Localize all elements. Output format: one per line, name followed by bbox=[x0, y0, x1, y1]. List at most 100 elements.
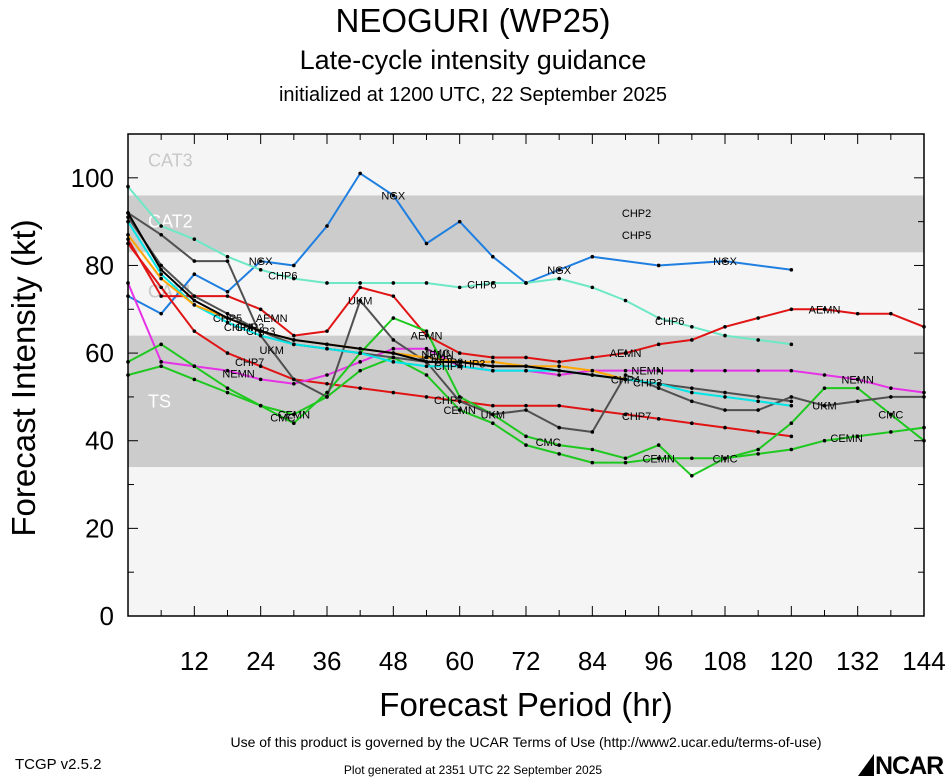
series-point-ukm bbox=[789, 395, 794, 399]
series-point-nemn bbox=[391, 346, 396, 351]
series-point-aemn bbox=[358, 285, 362, 290]
series-point-ngx bbox=[656, 263, 661, 268]
series-label-ukm: UKM bbox=[348, 296, 372, 308]
x-tick-label: 60 bbox=[445, 646, 474, 676]
series-point-cmc bbox=[391, 316, 396, 320]
series-point-cemn bbox=[159, 364, 163, 369]
series-point-chp5 bbox=[192, 303, 197, 307]
series-point-cemn bbox=[457, 408, 462, 412]
series-point-chp7 bbox=[656, 417, 661, 421]
series-label-aemn: AEMN bbox=[610, 348, 642, 360]
band-label-ts: TS bbox=[148, 391, 171, 411]
series-point-chp2 bbox=[623, 377, 628, 382]
series-point-ukm bbox=[292, 377, 296, 382]
series-point-chp6 bbox=[723, 333, 727, 338]
series-point-chp4 bbox=[656, 381, 661, 386]
generated-timestamp: Plot generated at 2351 UTC 22 September … bbox=[343, 763, 603, 777]
series-point-aemn bbox=[491, 355, 495, 360]
series-point-chp5 bbox=[590, 368, 595, 373]
series-point-nemn bbox=[723, 368, 727, 373]
series-point-chp7 bbox=[623, 412, 628, 417]
x-tick-label: 108 bbox=[703, 646, 746, 676]
series-point-ukm bbox=[656, 386, 661, 390]
series-line-ngx bbox=[127, 172, 792, 315]
series-point-chp7 bbox=[789, 434, 794, 439]
series-label-chp4: CHP4 bbox=[224, 322, 253, 334]
series-point-chp2 bbox=[391, 351, 396, 355]
band-label-cat2: CAT2 bbox=[148, 212, 193, 232]
series-point-chp2 bbox=[358, 346, 362, 351]
series-point-chp6 bbox=[789, 342, 794, 347]
series-point-chp7 bbox=[358, 386, 362, 390]
series-point-chp4 bbox=[524, 368, 528, 373]
series-label-cmc: CMC bbox=[425, 348, 450, 360]
series-label-nemn: NEMN bbox=[421, 350, 453, 362]
series-point-chp6 bbox=[192, 237, 197, 241]
series-point-chp7 bbox=[524, 403, 528, 408]
series-label-chp7: CHP7 bbox=[622, 411, 651, 423]
series-point-chp7 bbox=[424, 395, 429, 399]
series-label-chp6: CHP6 bbox=[655, 316, 684, 328]
series-point-chp6 bbox=[557, 276, 561, 281]
y-axis-label: Forecast Intensity (kt) bbox=[5, 219, 42, 537]
series-label-ngx: NGX bbox=[713, 256, 738, 268]
series-point-chp7 bbox=[225, 351, 230, 355]
x-tick-label: 36 bbox=[313, 646, 342, 676]
series-label-cemn: CEMN bbox=[278, 409, 310, 421]
series-label-aemn: AEMN bbox=[256, 313, 288, 325]
series-label-chp3: CHP3 bbox=[633, 377, 662, 389]
band-cat2 bbox=[128, 195, 924, 253]
series-point-chp7 bbox=[192, 329, 197, 333]
series-point-ngx bbox=[457, 219, 462, 224]
series-label-cmc: CMC bbox=[270, 412, 295, 424]
series-line-chp2 bbox=[127, 212, 626, 381]
series-label-chp4: CHP4 bbox=[434, 361, 463, 373]
series-label-ngx: NGX bbox=[381, 190, 406, 202]
series-label-chp4: CHP4 bbox=[611, 374, 640, 386]
series-point-ngx bbox=[225, 289, 230, 294]
series-label-chp2: CHP2 bbox=[622, 208, 651, 220]
series-label-ukm: UKM bbox=[259, 345, 283, 357]
series-point-ukm bbox=[623, 373, 628, 377]
series-point-chp2 bbox=[192, 298, 197, 303]
version-text: TCGP v2.5.2 bbox=[15, 756, 102, 773]
series-point-aemn bbox=[756, 316, 760, 320]
series-label-chp3: CHP3 bbox=[456, 358, 485, 370]
series-point-nemn bbox=[424, 346, 429, 351]
series-point-aemn bbox=[424, 333, 429, 338]
series-point-cmc bbox=[656, 443, 661, 447]
series-point-chp2 bbox=[524, 364, 528, 369]
series-point-cemn bbox=[192, 377, 197, 382]
band-cat3 bbox=[128, 134, 924, 196]
series-point-nemn bbox=[756, 368, 760, 373]
x-tick-label: 120 bbox=[770, 646, 813, 676]
series-point-aemn bbox=[623, 351, 628, 355]
series-point-cemn bbox=[292, 412, 296, 417]
series-point-cmc bbox=[524, 434, 528, 439]
series-point-nemn bbox=[557, 373, 561, 377]
series-label-nemn: NEMN bbox=[222, 369, 254, 381]
series-label-cemn: CEMN bbox=[642, 453, 674, 465]
chart-title: NEOGURI (WP25) bbox=[335, 2, 611, 39]
series-label-cmc: CMC bbox=[536, 437, 561, 449]
series-label-cmc: CMC bbox=[878, 409, 903, 421]
plot-frame bbox=[127, 133, 925, 617]
series-point-nemn bbox=[159, 360, 163, 364]
series-point-cemn bbox=[557, 452, 561, 456]
series-point-chp4 bbox=[789, 403, 794, 408]
series-point-cmc bbox=[457, 395, 462, 399]
series-point-ukm bbox=[358, 298, 362, 303]
series-point-cemn bbox=[789, 447, 794, 452]
series-point-cemn bbox=[424, 373, 429, 377]
series-point-chp6 bbox=[225, 254, 230, 259]
series-point-cemn bbox=[258, 403, 263, 408]
series-point-chp4 bbox=[756, 399, 760, 404]
series-point-aemn bbox=[656, 342, 661, 347]
series-point-cemn bbox=[491, 421, 495, 426]
series-label-ukm: UKM bbox=[481, 409, 505, 421]
series-label-chp5: CHP5 bbox=[213, 313, 242, 325]
series-label-chp7: CHP7 bbox=[434, 395, 463, 407]
series-point-chp6 bbox=[457, 285, 462, 290]
series-point-chp6 bbox=[524, 281, 528, 285]
series-label-aemn: AEMN bbox=[809, 304, 841, 316]
